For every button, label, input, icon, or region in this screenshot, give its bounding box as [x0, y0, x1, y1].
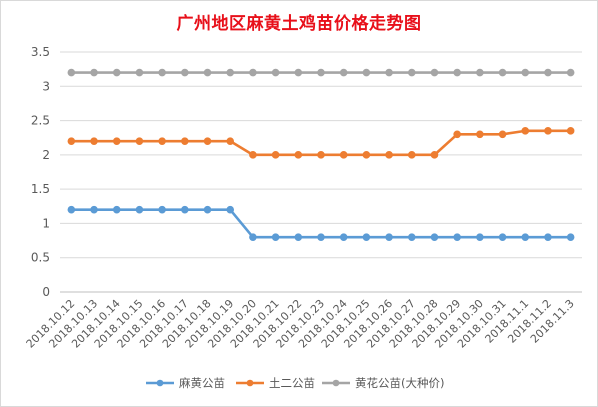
data-point-series-2 [521, 127, 530, 135]
legend-item-3: 黄花公苗(大种价) [322, 376, 444, 390]
data-point-series-3 [249, 68, 257, 77]
data-point-series-3 [158, 68, 166, 77]
data-point-series-1 [498, 233, 507, 241]
y-tick-label: 2.5 [31, 114, 50, 128]
data-point-series-1 [90, 205, 98, 214]
data-point-series-1 [476, 233, 484, 241]
data-point-series-2 [498, 130, 507, 139]
y-tick-label: 3 [42, 79, 50, 93]
data-point-series-2 [226, 137, 235, 145]
data-point-series-1 [453, 233, 461, 241]
data-point-series-3 [67, 68, 76, 77]
data-point-series-1 [67, 205, 76, 214]
y-tick-label: 0 [42, 285, 50, 299]
legend-marker [332, 379, 340, 387]
data-point-series-3 [476, 68, 484, 77]
data-point-series-2 [90, 137, 98, 145]
y-tick-label: 1.5 [31, 182, 50, 196]
legend-item-2: 土二公苗 [236, 376, 315, 390]
legend-marker [246, 379, 254, 387]
data-point-series-2 [385, 151, 393, 159]
data-point-series-2 [362, 151, 371, 159]
data-point-series-1 [112, 205, 121, 214]
data-point-series-2 [544, 127, 552, 135]
data-point-series-3 [90, 68, 98, 77]
data-point-series-1 [339, 233, 348, 241]
legend-label: 麻黄公苗 [179, 376, 225, 390]
data-point-series-3 [294, 68, 303, 77]
legend-marker [156, 379, 164, 387]
data-point-series-3 [181, 68, 189, 77]
data-point-series-3 [226, 68, 235, 77]
data-point-series-3 [203, 68, 212, 77]
chart-title: 广州地区麻黄土鸡苗价格走势图 [176, 14, 422, 34]
data-point-series-3 [498, 68, 507, 77]
data-point-series-3 [566, 68, 575, 77]
data-point-series-1 [203, 205, 212, 214]
data-point-series-1 [385, 233, 393, 241]
data-point-series-3 [430, 68, 439, 77]
data-point-series-2 [271, 151, 280, 159]
data-point-series-2 [407, 151, 416, 159]
data-point-series-3 [407, 68, 416, 77]
data-point-series-1 [544, 233, 552, 241]
data-point-series-2 [67, 137, 76, 145]
data-point-series-2 [203, 137, 212, 145]
legend-item-1: 麻黄公苗 [146, 376, 225, 390]
data-point-series-3 [317, 68, 325, 77]
data-point-series-1 [226, 205, 235, 214]
data-point-series-2 [476, 130, 484, 139]
data-point-series-2 [158, 137, 166, 145]
data-point-series-1 [317, 233, 325, 241]
data-point-series-2 [339, 151, 348, 159]
data-point-series-1 [181, 205, 189, 214]
legend-label: 土二公苗 [269, 376, 315, 390]
data-point-series-1 [158, 205, 166, 214]
data-point-series-2 [249, 151, 257, 159]
data-point-series-2 [430, 151, 439, 159]
data-point-series-3 [385, 68, 393, 77]
data-point-series-1 [566, 233, 575, 241]
data-point-series-3 [112, 68, 121, 77]
data-point-series-1 [521, 233, 530, 241]
data-point-series-2 [566, 127, 575, 135]
data-point-series-1 [362, 233, 371, 241]
data-point-series-1 [430, 233, 439, 241]
data-point-series-2 [317, 151, 325, 159]
data-point-series-1 [294, 233, 303, 241]
data-point-series-3 [271, 68, 280, 77]
data-point-series-2 [135, 137, 144, 145]
data-point-series-1 [135, 205, 144, 214]
data-point-series-3 [544, 68, 552, 77]
data-point-series-1 [407, 233, 416, 241]
data-point-series-3 [362, 68, 371, 77]
legend-label: 黄花公苗(大种价) [355, 376, 444, 390]
y-tick-label: 1 [42, 216, 50, 230]
data-point-series-3 [135, 68, 144, 77]
data-point-series-3 [521, 68, 530, 77]
y-tick-label: 0.5 [31, 251, 50, 265]
data-point-series-1 [249, 233, 257, 241]
data-point-series-2 [112, 137, 121, 145]
data-point-series-3 [339, 68, 348, 77]
data-point-series-1 [271, 233, 280, 241]
data-point-series-3 [453, 68, 461, 77]
data-point-series-2 [294, 151, 303, 159]
data-point-series-2 [453, 130, 461, 139]
data-point-series-2 [181, 137, 189, 145]
y-tick-label: 2 [42, 148, 50, 162]
y-tick-label: 3.5 [31, 45, 50, 59]
